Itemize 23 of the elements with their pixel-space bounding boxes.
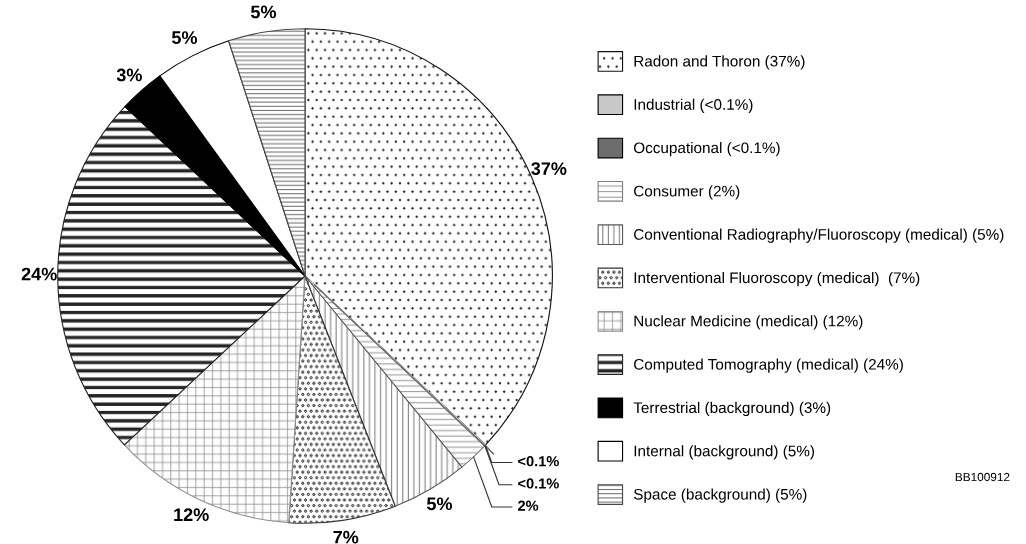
legend-label: Consumer (2%) xyxy=(634,185,740,200)
data-label: <0.1% xyxy=(518,478,559,489)
data-label: 24% xyxy=(21,267,57,281)
legend-label: Radon and Thoron (37%) xyxy=(634,55,805,70)
data-label: <0.1% xyxy=(518,456,559,467)
text: BB100912 xyxy=(955,472,1010,482)
data-label: 3% xyxy=(116,68,142,82)
legend-label: Conventional Radiography/Fluoroscopy (medical) (5%) xyxy=(634,228,1004,243)
data-label: 7% xyxy=(333,530,359,544)
legend-label: Space (background) (5%) xyxy=(633,488,807,503)
data-label: 5% xyxy=(171,31,197,44)
data-label: 5% xyxy=(250,5,277,19)
legend-label: Computed Tomography (medical) (24%) xyxy=(634,358,903,373)
data-label: 5% xyxy=(426,497,453,511)
legend-label: Occupational (<0.1%) xyxy=(633,141,780,157)
data-label: 2% xyxy=(518,500,539,511)
data-label: 12% xyxy=(174,508,209,522)
legend-label: Internal (background) (5%) xyxy=(634,445,815,460)
legend-label: Industrial (<0.1%) xyxy=(634,98,753,113)
legend-label: Interventional Fluoroscopy (medical) (7%) xyxy=(634,271,920,287)
legend-label: Nuclear Medicine (medical) (12%) xyxy=(634,315,863,330)
legend-label: Terrestrial (background) (3%) xyxy=(633,401,831,417)
data-label: 37% xyxy=(531,162,567,176)
